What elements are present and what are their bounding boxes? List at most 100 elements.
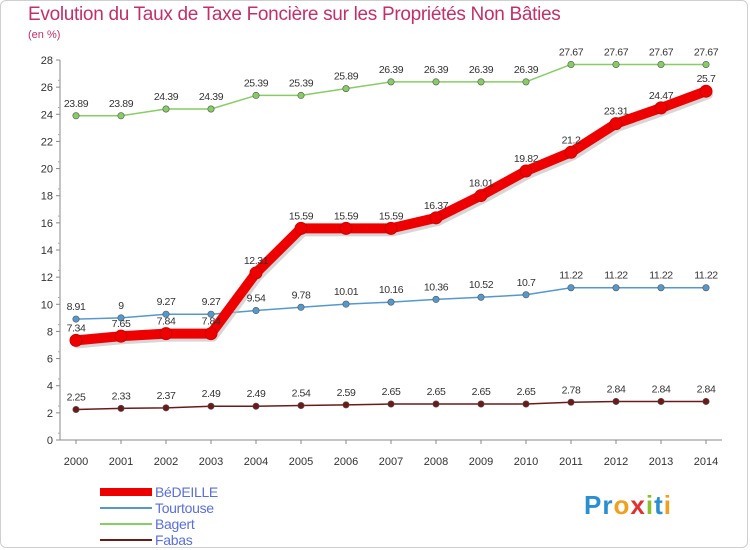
data-label: 7.84 [202,316,221,328]
y-tick-label: 28 [41,55,53,67]
data-label: 9.54 [247,293,266,305]
data-label: 18.01 [469,178,494,190]
data-label: 9.27 [157,296,176,308]
logo-letter: x [630,490,646,520]
y-tick-label: 16 [41,218,53,230]
data-label: 25.7 [697,73,716,85]
x-tick-label: 2008 [424,456,448,468]
x-tick-label: 2002 [154,456,178,468]
data-point [474,189,488,203]
y-unit-label: (en %) [28,29,61,41]
data-point [699,84,713,98]
data-point [432,295,440,303]
data-label: 2.49 [202,388,221,400]
legend-label: BéDEILLE [155,484,218,500]
data-label: 12.31 [244,255,269,267]
x-tick-label: 2014 [694,456,718,468]
data-point [567,284,575,292]
data-point [654,101,668,115]
legend-item: BéDEILLE [100,484,300,500]
data-label: 2.65 [427,386,446,398]
data-point [297,303,305,311]
data-label: 21.2 [562,134,581,146]
data-label: 10.16 [379,284,404,296]
data-point [162,404,170,412]
data-label: 25.89 [334,71,359,83]
legend-swatch [100,539,152,541]
data-point [162,105,170,113]
legend-item: Bagert [100,516,300,532]
data-point [339,221,353,235]
data-point [567,398,575,406]
data-label: 7.34 [67,322,86,334]
data-point [72,405,80,413]
data-point [657,284,665,292]
legend-swatch [100,523,152,525]
x-tick-label: 2009 [469,456,493,468]
data-point [72,112,80,120]
data-point [342,401,350,409]
data-label: 11.22 [649,270,673,282]
data-label: 25.39 [289,77,314,89]
data-point [207,105,215,113]
legend-item: Tourtouse [100,500,300,516]
data-label: 10.52 [469,279,494,291]
data-label: 2.37 [157,390,176,402]
data-label: 23.31 [604,106,629,118]
data-point [69,333,83,347]
data-point [207,310,215,318]
y-tick-label: 2 [47,408,53,420]
data-label: 2.49 [247,388,266,400]
x-tick-label: 2004 [244,456,268,468]
logo-letter: t [654,490,664,520]
x-tick-label: 2012 [604,456,628,468]
data-point [702,60,710,68]
data-point [657,397,665,405]
y-tick-label: 24 [41,109,53,121]
data-label: 23.89 [64,98,89,110]
x-tick-label: 2007 [379,456,403,468]
data-label: 2.33 [112,390,131,402]
data-point [432,78,440,86]
x-tick-label: 2003 [199,456,223,468]
data-label: 10.01 [334,286,359,298]
data-point [159,327,173,341]
data-label: 2.65 [472,386,491,398]
data-label: 15.59 [379,210,404,222]
data-point [249,266,263,280]
data-point [432,400,440,408]
data-label: 27.67 [559,46,584,58]
data-label: 2.65 [382,386,401,398]
data-point [519,164,533,178]
data-label: 15.59 [289,210,314,222]
data-label: 11.22 [604,270,628,282]
chart-title: Evolution du Taux de Taxe Foncière sur l… [28,4,561,25]
data-point [702,284,710,292]
y-tick-label: 4 [47,381,53,393]
data-label: 15.59 [334,210,359,222]
y-tick-label: 26 [41,82,53,94]
data-point [294,221,308,235]
logo-letter: r [602,490,614,520]
data-point [204,327,218,341]
data-label: 27.67 [649,46,674,58]
data-point [117,112,125,120]
legend-label: Bagert [155,516,195,532]
y-tick-label: 0 [47,435,53,447]
data-label: 2.25 [67,391,86,403]
x-tick-label: 2013 [649,456,673,468]
data-point [114,329,128,343]
data-label: 9 [118,300,124,312]
data-label: 19.82 [514,153,539,165]
data-point [609,117,623,131]
y-tick-label: 10 [41,299,53,311]
data-label: 10.36 [424,281,449,293]
logo-letter: o [613,490,631,520]
data-label: 9.27 [202,296,221,308]
data-label: 2.65 [517,386,536,398]
data-point [522,78,530,86]
data-label: 26.39 [424,64,449,76]
logo-letter: P [584,490,603,520]
